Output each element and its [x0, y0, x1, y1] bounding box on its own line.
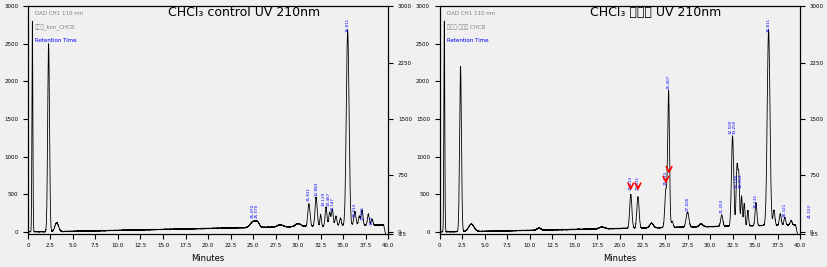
- Text: 36.811: 36.811: [766, 18, 770, 33]
- Text: 31.353: 31.353: [719, 199, 723, 213]
- Text: 36.013: 36.013: [352, 203, 356, 217]
- Text: 41.153: 41.153: [807, 204, 811, 218]
- Text: 25.407: 25.407: [667, 74, 670, 89]
- Title: CHCl₃ control UV 210nm: CHCl₃ control UV 210nm: [168, 6, 320, 19]
- Text: 22.011: 22.011: [635, 175, 639, 190]
- Text: 32.883: 32.883: [314, 181, 318, 196]
- Text: Retention Time: Retention Time: [35, 38, 77, 43]
- Text: 33.119
33.467: 33.119 33.467: [322, 192, 331, 206]
- Text: 32.500
33.250: 32.500 33.250: [728, 120, 736, 134]
- Text: 35.811: 35.811: [346, 18, 350, 33]
- Text: 27.500: 27.500: [685, 196, 689, 211]
- Text: 38.2: 38.2: [370, 215, 374, 225]
- Text: 우궁굴_kon_CHC8: 우궁굴_kon_CHC8: [35, 24, 75, 31]
- X-axis label: Minutes: Minutes: [191, 254, 224, 263]
- Text: DAD CH1 110 nm: DAD CH1 110 nm: [447, 11, 495, 16]
- Text: 34.147: 34.147: [331, 197, 334, 211]
- Text: 33.190
36.353: 33.190 36.353: [734, 174, 743, 188]
- Text: 25.470
25.570: 25.470 25.570: [251, 204, 259, 218]
- Text: 35.131: 35.131: [753, 194, 757, 208]
- Text: Retention Time: Retention Time: [447, 38, 488, 43]
- Text: 21.213: 21.213: [628, 175, 632, 190]
- Text: 37.101: 37.101: [361, 206, 365, 220]
- Text: 38.321: 38.321: [782, 203, 786, 217]
- Title: CHCl₃ 방사선 UV 210nm: CHCl₃ 방사선 UV 210nm: [590, 6, 721, 19]
- X-axis label: Minutes: Minutes: [603, 254, 636, 263]
- Text: DAD CH1 110 nm: DAD CH1 110 nm: [35, 11, 84, 16]
- Text: 31.811: 31.811: [307, 187, 311, 201]
- Text: 우궁굴 방사선 CHC8: 우궁굴 방사선 CHC8: [447, 24, 485, 30]
- Text: 25.133: 25.133: [663, 171, 667, 185]
